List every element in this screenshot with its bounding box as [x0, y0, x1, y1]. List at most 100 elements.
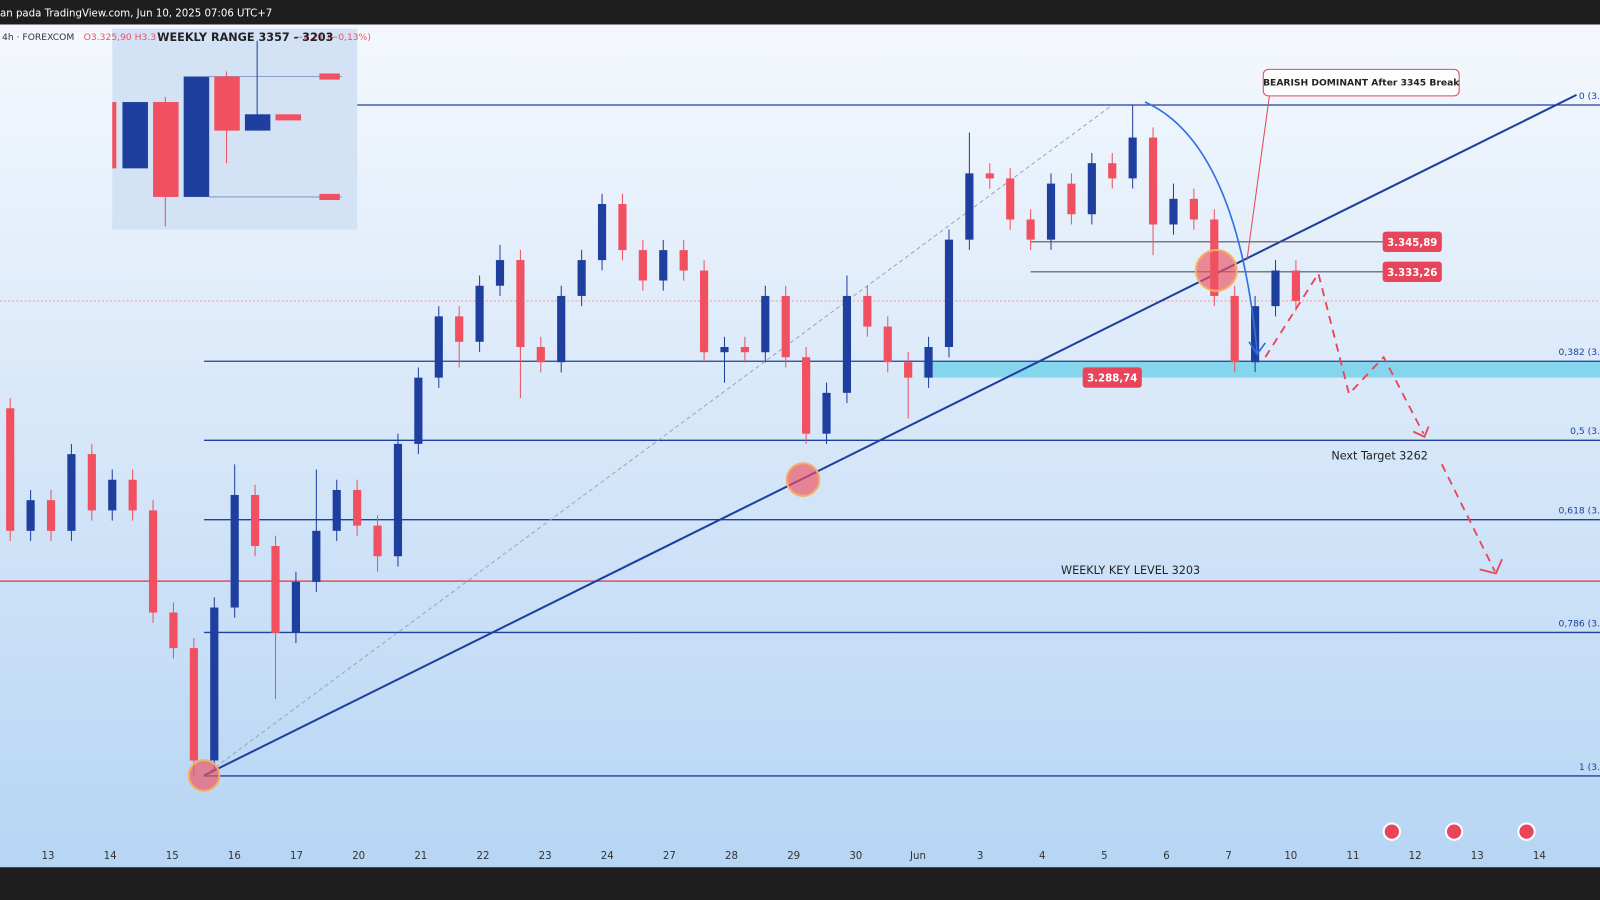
arrow-head	[1248, 341, 1266, 356]
candle-body	[495, 260, 505, 286]
fib-label: 0 (3.	[1579, 91, 1600, 102]
x-tick-label: 21	[414, 851, 427, 862]
candle-body	[1169, 198, 1178, 225]
candle-body	[108, 479, 117, 511]
inset-candle	[153, 102, 179, 197]
x-tick-label: 23	[539, 851, 552, 862]
x-tick-label: 27	[663, 851, 676, 862]
candle-body	[802, 357, 811, 434]
x-tick-label: 13	[1471, 851, 1484, 862]
candle-body	[353, 489, 362, 526]
level-label: 3.333,26	[1387, 268, 1437, 279]
candle-body	[1067, 183, 1076, 215]
candle-body	[230, 494, 239, 608]
level-tag	[1082, 367, 1142, 388]
candle-body	[46, 500, 56, 531]
candle-body	[271, 546, 280, 633]
event-icon	[1444, 822, 1464, 841]
candle-body	[781, 295, 790, 358]
candle-body	[1128, 137, 1137, 179]
candle-body	[6, 408, 15, 531]
inset-tag	[319, 193, 340, 200]
level-label: 3.288,74	[1087, 374, 1137, 385]
candle-body	[87, 454, 96, 511]
candle-body	[536, 347, 545, 363]
candle-body	[189, 648, 198, 761]
trendline	[203, 93, 1577, 777]
fib-label: 0,618 (3.	[1558, 506, 1600, 517]
candle-body	[169, 612, 178, 649]
event-icon	[1517, 822, 1536, 841]
x-tick-label: 13	[41, 851, 54, 862]
event-icon	[1382, 822, 1402, 841]
candle-body	[740, 347, 749, 353]
candle-body	[312, 530, 321, 582]
candle-body	[455, 316, 464, 342]
x-tick-label: 6	[1163, 851, 1169, 862]
candle-body	[148, 510, 158, 613]
chart-layers: 0 (3. 0,382 (3. 0,5 (3. 0,618 (3. 0,786 (3. 1…	[0, 68, 1600, 862]
x-tick-label: 5	[1101, 851, 1107, 862]
highlight-circle	[1194, 248, 1238, 292]
x-tick-label: 14	[1533, 851, 1546, 862]
x-tick-label: 16	[228, 851, 241, 862]
snapshot-info: an pada TradingView.com, Jun 10, 2025 07…	[0, 8, 272, 19]
candle-body	[638, 250, 647, 281]
candle-body	[251, 494, 260, 547]
x-tick-label: 4	[1039, 851, 1045, 862]
candle-body	[128, 479, 137, 511]
chart-title: WEEKLY RANGE 3357 - 3203	[157, 31, 333, 44]
candle-body	[414, 377, 423, 444]
candle-body	[985, 173, 994, 179]
candle-body	[842, 295, 852, 393]
x-tick-label: 12	[1409, 851, 1422, 862]
candle-body	[1006, 178, 1015, 220]
inset-candle	[214, 76, 240, 131]
candle-body	[679, 250, 688, 271]
change: −4,21 (−0,13%)	[296, 32, 371, 43]
x-tick-label: 30	[849, 851, 862, 862]
x-tick-label: 28	[725, 851, 738, 862]
x-tick-label: 11	[1346, 851, 1359, 862]
candle-body	[210, 607, 219, 761]
weekly-inset	[112, 28, 358, 230]
callout-text: BEARISH DOMINANT After 3345 Break	[1263, 78, 1460, 89]
candle-body	[1189, 198, 1198, 220]
candle-body	[1271, 270, 1280, 307]
candle-body	[475, 285, 484, 342]
candle-body	[1291, 270, 1300, 301]
fib-label: 0,382 (3.	[1558, 347, 1600, 358]
candle-body	[924, 347, 933, 378]
symbol: 4h · FOREXCOM	[2, 32, 74, 43]
projection-head	[1412, 426, 1503, 575]
x-tick-label: Jun	[909, 851, 926, 862]
top-bar	[0, 0, 1600, 25]
candle-body	[1108, 163, 1117, 179]
candle-body	[822, 392, 831, 434]
candle-body	[332, 489, 341, 531]
level-tag	[1382, 231, 1442, 253]
candle-body	[26, 500, 35, 531]
ohlc: O3.325,90 H3.3	[84, 32, 157, 43]
level-label: 3.345,89	[1387, 238, 1437, 249]
candle-body	[944, 239, 954, 348]
candle-body	[1087, 163, 1096, 215]
fib-label: 1 (3.	[1579, 762, 1600, 773]
candle-body	[577, 260, 586, 296]
candle-body	[720, 347, 729, 353]
target-label: Next Target 3262	[1331, 449, 1428, 462]
key-level-label: WEEKLY KEY LEVEL 3203	[1061, 564, 1200, 577]
x-tick-label: 17	[290, 851, 303, 862]
candle-body	[597, 204, 607, 261]
inset-candle	[183, 76, 210, 197]
candle-body	[67, 454, 76, 531]
fib-label: 0,5 (3.	[1570, 426, 1600, 437]
bottom-bar	[0, 867, 1600, 900]
highlight-circle	[785, 462, 821, 497]
candle-body	[700, 270, 709, 353]
candle-body	[1148, 137, 1158, 225]
x-tick-label: 7	[1225, 851, 1231, 862]
